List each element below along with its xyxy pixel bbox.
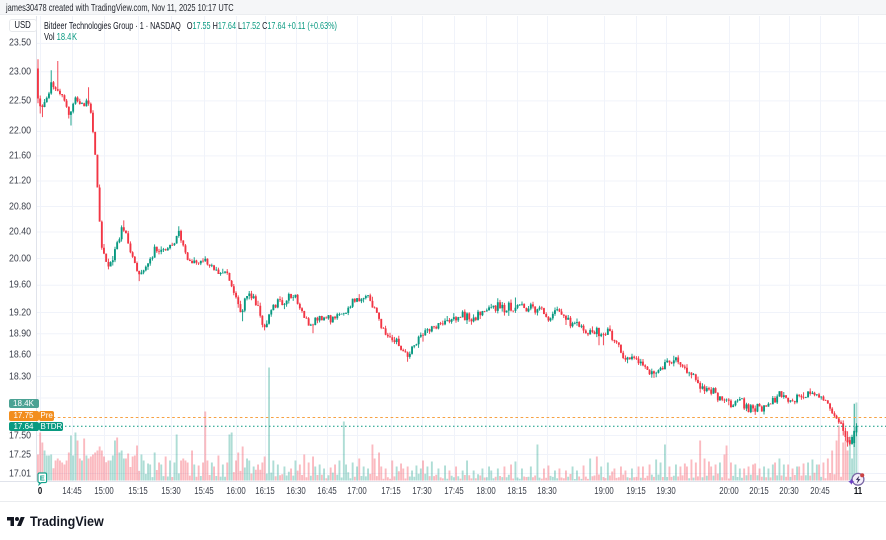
svg-text:E: E [40, 473, 45, 482]
